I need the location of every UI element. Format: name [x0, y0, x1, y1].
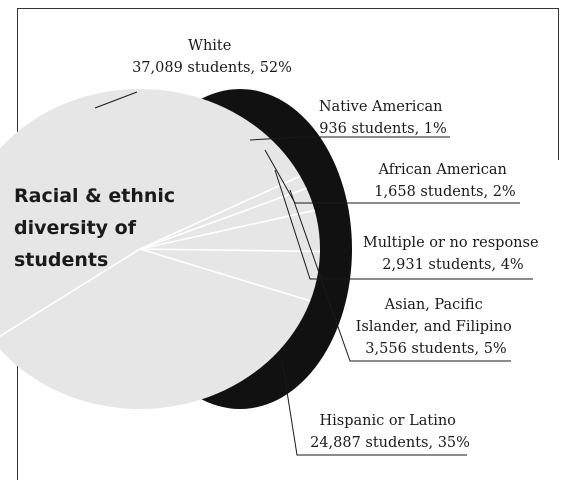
- slice-boundary-african-american: [139, 187, 307, 250]
- label-asian-name-1: Asian, Pacific: [384, 297, 483, 313]
- label-native-american-value: 936 students, 1%: [319, 121, 447, 137]
- label-african-american-value: 1,658 students, 2%: [374, 184, 515, 200]
- label-native-american-name: Native American: [319, 99, 443, 115]
- leader-line-white: [94, 91, 138, 109]
- slice-boundary-native-american: [139, 175, 301, 250]
- label-african-american: African American 1,658 students, 2%: [374, 162, 515, 200]
- leader-line-hispanic: [281, 359, 467, 456]
- chart-title-line-3: students: [14, 249, 108, 271]
- label-asian-name-2: Islander, and Filipino: [356, 319, 512, 335]
- leader-line-native-american: [249, 136, 450, 141]
- slice-boundary-white: [0, 248, 141, 338]
- label-white-name: White: [188, 38, 231, 54]
- label-asian: Asian, Pacific Islander, and Filipino 3,…: [356, 297, 517, 357]
- slice-boundary-multiple: [139, 209, 315, 250]
- label-native-american: Native American 936 students, 1%: [319, 99, 447, 137]
- label-multiple-name: Multiple or no response: [363, 235, 539, 251]
- slice-boundary-asian: [139, 248, 321, 253]
- label-white-value: 37,089 students, 52%: [132, 60, 292, 76]
- label-multiple-value: 2,931 students, 4%: [382, 257, 523, 273]
- label-african-american-name: African American: [378, 162, 507, 178]
- label-hispanic: Hispanic or Latino 24,887 students, 35%: [310, 413, 470, 451]
- label-asian-value: 3,556 students, 5%: [365, 341, 506, 357]
- chart-title-line-2: diversity of: [14, 217, 137, 239]
- slice-boundary-hispanic: [139, 248, 311, 302]
- leader-line-asian: [289, 189, 511, 362]
- label-white: White 37,089 students, 52%: [132, 38, 292, 76]
- leader-line-multiple: [274, 169, 533, 280]
- label-multiple: Multiple or no response 2,931 students, …: [363, 235, 543, 273]
- label-hispanic-value: 24,887 students, 35%: [310, 435, 470, 451]
- chart-title-line-1: Racial & ethnic: [14, 185, 175, 207]
- label-hispanic-name: Hispanic or Latino: [319, 413, 455, 429]
- chart-title: Racial & ethnic diversity of students: [14, 185, 182, 271]
